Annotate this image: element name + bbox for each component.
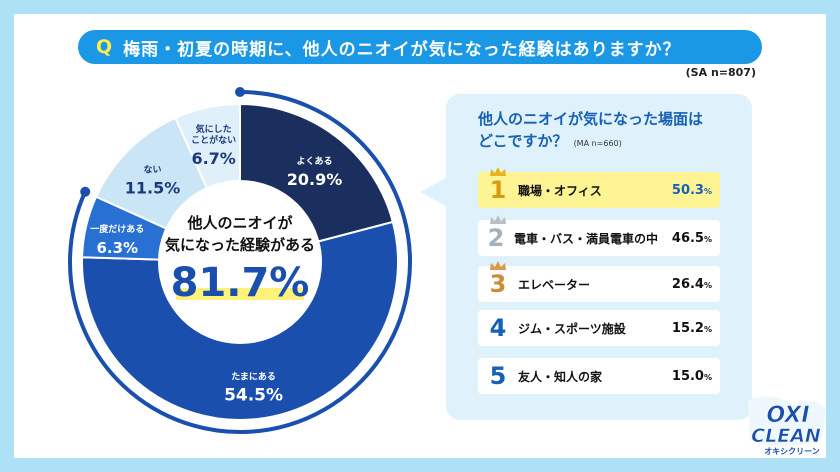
rank-label: 電車・バス・満員電車の中: [514, 231, 659, 246]
rank-number: 3: [478, 261, 518, 298]
rank-number: 4: [489, 314, 507, 342]
outer-arc: [68, 90, 412, 434]
arc-start-dot: [235, 87, 245, 97]
rank-label: 職場・オフィス: [518, 183, 602, 198]
question-text: 梅雨・初夏の時期に、他人のニオイが気になった経験はありますか？: [123, 39, 681, 60]
callout-pointer: [420, 178, 446, 206]
crown-icon: [490, 261, 506, 270]
ranking-item-1: 1 職場・オフィス 50.3%: [478, 167, 720, 208]
ranking-item-3: 3 エレベーター 26.4%: [478, 261, 720, 302]
slice-label-5: 気にした: [196, 123, 232, 135]
crown-icon: [490, 215, 506, 224]
slice-label-3: 一度だけある: [90, 223, 144, 235]
slice-value-3: 6.3%: [96, 239, 138, 257]
center-value: 81.7%: [171, 260, 310, 306]
ranking-item-2: 2 電車・バス・満員電車の中 46.5%: [478, 215, 720, 256]
ranking-title-line-1: 他人のニオイが気になった場面は: [478, 110, 704, 128]
slice-label-2: たまにある: [231, 372, 276, 383]
rank-value: 15.0%: [671, 368, 712, 384]
ranking-item-4: 4 ジム・スポーツ施設 15.2%: [478, 310, 720, 346]
rank-value: 46.5%: [671, 230, 712, 246]
ranking-item-5: 5 友人・知人の家 15.0%: [478, 358, 720, 394]
slice-value-2: 54.5%: [224, 386, 283, 406]
rank-number: 2: [478, 215, 514, 252]
rank-value: 26.4%: [671, 276, 712, 292]
slice-labels: よくある 20.9% たまにある 54.5% 一度だけある 6.3% ない 11.5% 気にした…: [90, 123, 342, 406]
center-line-1: 他人のニオイが: [186, 214, 293, 232]
ranking-title: 他人のニオイが気になった場面は どこですか？ (MA n=660): [478, 108, 728, 155]
slice-value-5: 6.7%: [191, 149, 235, 168]
slice-label-4: ない: [144, 165, 162, 176]
crown-icon: [490, 167, 506, 176]
rank-number: 1: [478, 167, 518, 204]
arc-end-dot: [80, 186, 91, 197]
slice-value-1: 20.9%: [287, 170, 343, 189]
question-banner: Q 梅雨・初夏の時期に、他人のニオイが気になった経験はありますか？: [78, 30, 762, 64]
rank-value: 50.3%: [671, 182, 712, 198]
slice-label-5: ことがない: [191, 134, 236, 146]
center-line-2: 気になった経験がある: [165, 236, 315, 254]
logo-line-2: CLEAN: [751, 425, 821, 447]
ranking-title-line-2: どこですか？: [478, 132, 568, 150]
rank-label: 友人・知人の家: [518, 369, 603, 384]
logo-tagline: オキシクリーン: [764, 446, 820, 456]
center-value-highlight: [176, 288, 304, 300]
slice-value-4: 11.5%: [125, 179, 181, 198]
oxiclean-logo: OXI CLEAN オキシクリーン: [748, 396, 826, 456]
slice-label-1: よくある: [297, 156, 333, 167]
sample-size: (SA n=807): [685, 66, 756, 79]
question-marker: Q: [96, 36, 114, 58]
rank-number: 5: [489, 362, 507, 390]
logo-line-1: OXI: [766, 403, 809, 428]
donut-chart: よくある 20.9% たまにある 54.5% 一度だけある 6.3% ない 11.5% 気にした…: [68, 87, 412, 434]
ranking-note: (MA n=660): [573, 139, 622, 148]
rank-value: 15.2%: [671, 320, 712, 336]
donut-hole: [158, 180, 322, 344]
rank-label: ジム・スポーツ施設: [518, 321, 626, 336]
rank-label: エレベーター: [518, 277, 591, 292]
